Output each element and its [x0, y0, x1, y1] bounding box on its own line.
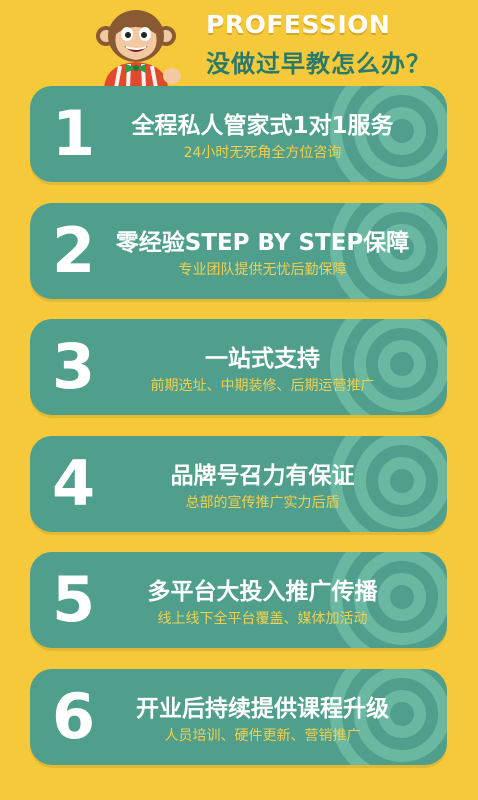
concentric-rings-decoration	[330, 552, 447, 648]
card-number: 2	[52, 214, 96, 287]
card-title: 品牌号召力有保证	[170, 463, 355, 489]
monkey-mascot-icon	[96, 10, 181, 88]
card-number: 5	[52, 563, 96, 636]
card-title: 零经验STEP BY STEP保障	[115, 230, 410, 256]
card-number: 3	[52, 330, 96, 403]
card-subtitle: 24小时无死角全方位咨询	[183, 145, 342, 161]
card-number: 1	[52, 97, 96, 170]
concentric-rings-decoration	[330, 86, 447, 182]
card-title: 多平台大投入推广传播	[147, 579, 378, 605]
card-subtitle: 总部的宣传推广实力后盾	[185, 495, 340, 511]
header-title-english: PROFESSION	[206, 10, 391, 39]
feature-card-6: 6 开业后持续提供课程升级 人员培训、硬件更新、营销推广	[30, 669, 447, 765]
card-title: 开业后持续提供课程升级	[136, 696, 389, 722]
card-subtitle: 人员培训、硬件更新、营销推广	[164, 728, 361, 744]
feature-card-4: 4 品牌号召力有保证 总部的宣传推广实力后盾	[30, 436, 447, 532]
card-subtitle: 专业团队提供无忧后勤保障	[178, 262, 347, 278]
feature-card-3: 3 一站式支持 前期选址、中期装修、后期运营推广	[30, 319, 447, 415]
concentric-rings-decoration	[330, 669, 447, 765]
header-title-chinese: 没做过早教怎么办？	[206, 50, 431, 78]
card-title: 一站式支持	[205, 346, 320, 372]
feature-card-5: 5 多平台大投入推广传播 线上线下全平台覆盖、媒体加活动	[30, 552, 447, 648]
card-number: 6	[52, 680, 96, 753]
card-title: 全程私人管家式1对1服务	[131, 113, 394, 139]
concentric-rings-decoration	[330, 203, 447, 299]
feature-card-1: 1 全程私人管家式1对1服务 24小时无死角全方位咨询	[30, 86, 447, 182]
card-number: 4	[52, 447, 96, 520]
card-subtitle: 前期选址、中期装修、后期运营推广	[150, 378, 375, 394]
concentric-rings-decoration	[330, 319, 447, 415]
header: PROFESSION 没做过早教怎么办？	[0, 0, 478, 88]
concentric-rings-decoration	[330, 436, 447, 532]
card-subtitle: 线上线下全平台覆盖、媒体加活动	[157, 611, 368, 627]
feature-card-2: 2 零经验STEP BY STEP保障 专业团队提供无忧后勤保障	[30, 203, 447, 299]
